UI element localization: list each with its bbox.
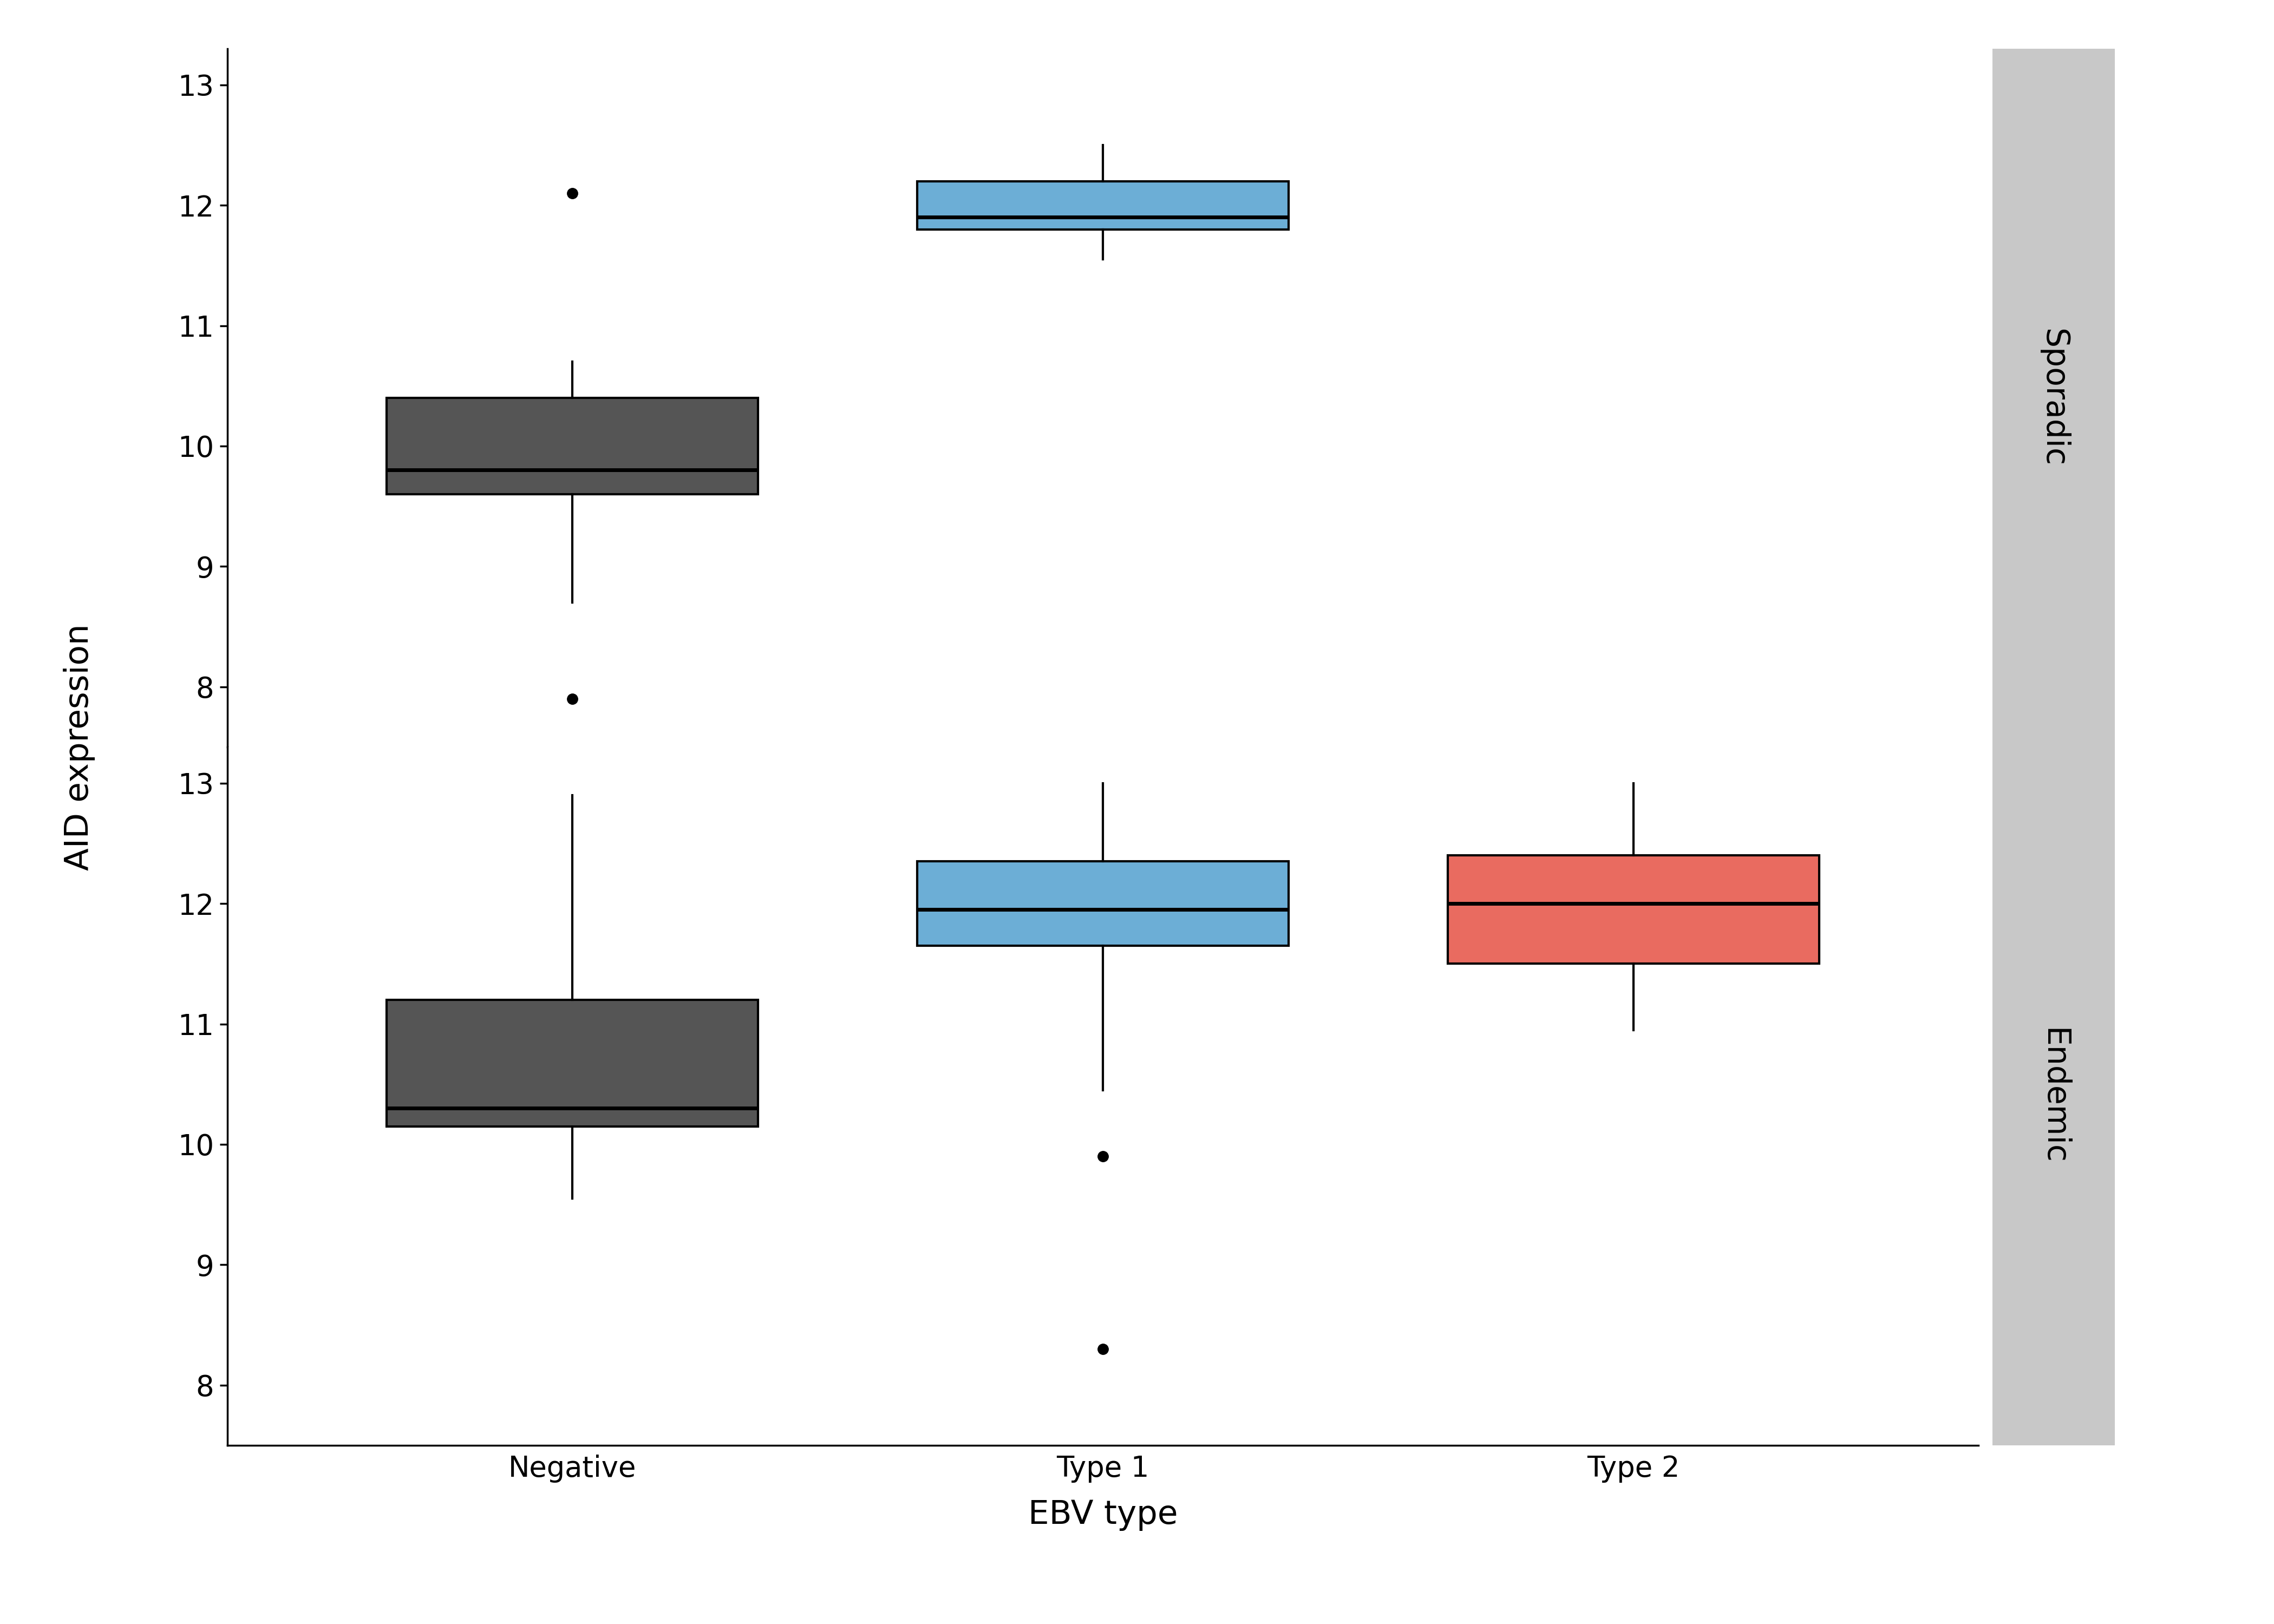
PathPatch shape [916, 182, 1289, 229]
Text: AID expression: AID expression [64, 624, 96, 870]
PathPatch shape [916, 861, 1289, 945]
Text: Endemic: Endemic [2038, 1028, 2069, 1164]
PathPatch shape [387, 398, 757, 494]
PathPatch shape [1449, 856, 1819, 963]
PathPatch shape [387, 1000, 757, 1127]
X-axis label: EBV type: EBV type [1028, 1499, 1178, 1531]
Text: Sporadic: Sporadic [2038, 328, 2069, 468]
